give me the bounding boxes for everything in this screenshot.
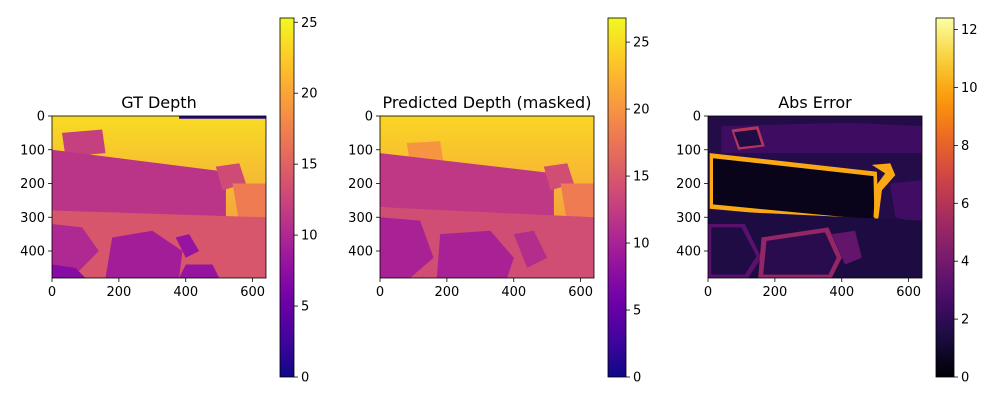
x-tick-label: 600 bbox=[240, 285, 265, 300]
heatmap-region bbox=[721, 122, 922, 154]
colorbar-tick-label: 0 bbox=[633, 371, 641, 386]
y-tick-label: 300 bbox=[20, 211, 45, 226]
colorbar-tick-label: 4 bbox=[961, 255, 969, 270]
heatmap-region bbox=[436, 230, 514, 278]
x-tick-label: 200 bbox=[762, 285, 787, 300]
colorbar bbox=[935, 17, 955, 378]
axes-frame bbox=[707, 115, 923, 279]
chart-title: GT Depth bbox=[121, 93, 196, 112]
heatmap-region bbox=[890, 180, 922, 224]
y-tick-label: 200 bbox=[676, 177, 701, 192]
colorbar-tick-label: 10 bbox=[633, 237, 650, 252]
x-tick-label: 400 bbox=[173, 285, 198, 300]
y-tick-label: 400 bbox=[348, 245, 373, 260]
chart-title: Abs Error bbox=[778, 93, 852, 112]
panel-2: Predicted Depth (masked)0 200 400 600010020… bbox=[348, 17, 650, 386]
heatmap-region bbox=[105, 230, 183, 278]
x-tick-label: 600 bbox=[896, 285, 921, 300]
colorbar-tick-label: 5 bbox=[633, 304, 641, 319]
heatmap-region bbox=[52, 224, 99, 278]
axes-frame bbox=[51, 115, 267, 279]
heatmap-region bbox=[513, 230, 548, 268]
colorbar-tick-label: 6 bbox=[961, 197, 969, 212]
panel-3: Abs Error 0 200 400 600 0 100 200 300 400 0 2 4 6 8 10 1… bbox=[676, 17, 978, 386]
heatmap-region bbox=[232, 183, 266, 228]
heatmap-image bbox=[708, 116, 922, 278]
y-tick-label: 300 bbox=[676, 211, 701, 226]
heatmap-region bbox=[179, 116, 266, 119]
colorbar-tick-label: 15 bbox=[633, 170, 650, 185]
heatmap-region bbox=[713, 158, 875, 220]
colorbar-tick-label: 0 bbox=[961, 371, 969, 386]
heatmap-region bbox=[763, 232, 837, 275]
y-tick-label: 0 bbox=[37, 110, 45, 125]
heatmap-region bbox=[175, 234, 200, 258]
x-tick-label: 600 bbox=[568, 285, 593, 300]
y-tick-label: 100 bbox=[348, 143, 373, 158]
colorbar-tick-label: 12 bbox=[961, 23, 978, 38]
y-tick-label: 0 bbox=[365, 110, 373, 125]
heatmap-region bbox=[179, 264, 220, 278]
colorbar-tick-label: 25 bbox=[633, 36, 650, 51]
colorbar-tick-label: 10 bbox=[301, 229, 318, 244]
heatmap-region bbox=[871, 163, 896, 218]
heatmap-region bbox=[734, 129, 762, 148]
heatmap-region bbox=[831, 230, 862, 265]
heatmap-image bbox=[380, 116, 594, 278]
heatmap-region bbox=[380, 217, 434, 278]
x-tick-label: 200 bbox=[106, 285, 131, 300]
y-tick-label: 0 bbox=[693, 110, 701, 125]
colorbar-tick-label: 10 bbox=[961, 81, 978, 96]
colorbar-tick-label: 8 bbox=[961, 139, 969, 154]
x-tick-label: 400 bbox=[501, 285, 526, 300]
y-tick-label: 100 bbox=[676, 143, 701, 158]
colorbar-tick-label: 25 bbox=[301, 16, 318, 31]
y-tick-label: 300 bbox=[348, 211, 373, 226]
x-tick-label: 200 bbox=[434, 285, 459, 300]
colorbar-tick-label: 2 bbox=[961, 313, 969, 328]
heatmap-region bbox=[711, 227, 757, 275]
colorbar bbox=[279, 17, 295, 378]
heatmap-region bbox=[62, 129, 106, 157]
y-tick-label: 400 bbox=[676, 245, 701, 260]
colorbar-tick-label: 20 bbox=[301, 87, 318, 102]
colorbar bbox=[607, 17, 627, 378]
y-tick-label: 400 bbox=[20, 245, 45, 260]
colorbar-tick-label: 5 bbox=[301, 300, 309, 315]
colorbar-tick-label: 15 bbox=[301, 158, 318, 173]
axes-frame bbox=[379, 115, 595, 279]
x-tick-label: 400 bbox=[829, 285, 854, 300]
panel-1: GT Depth 0 200 400 600 0 100 200 300 400 0 5 10 15 20 2… bbox=[20, 16, 317, 386]
colorbar-tick-label: 0 bbox=[301, 371, 309, 386]
chart-title: Predicted Depth (masked) bbox=[383, 93, 592, 112]
colorbar-tick-label: 20 bbox=[633, 103, 650, 118]
heatmap-image bbox=[52, 116, 266, 278]
y-tick-label: 200 bbox=[20, 177, 45, 192]
x-tick-label: 0 bbox=[704, 285, 712, 300]
y-tick-label: 100 bbox=[20, 143, 45, 158]
y-tick-label: 200 bbox=[348, 177, 373, 192]
heatmap-region bbox=[52, 264, 86, 278]
heatmap-region bbox=[52, 149, 226, 224]
x-tick-label: 0 bbox=[48, 285, 56, 300]
x-tick-label: 0 bbox=[376, 285, 384, 300]
heatmap-region bbox=[380, 153, 554, 221]
